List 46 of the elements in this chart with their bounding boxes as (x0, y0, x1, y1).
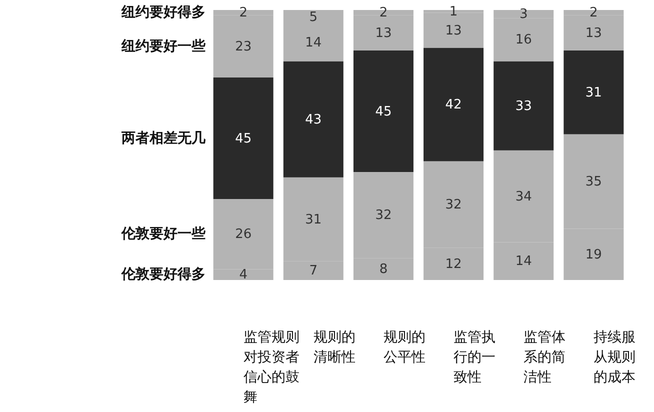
series-label: 纽约要好得多 (120, 4, 206, 21)
data-label: 45 (235, 131, 252, 146)
data-label: 43 (305, 112, 322, 128)
data-label: 2 (379, 6, 388, 21)
data-label: 14 (515, 254, 532, 270)
series-label: 伦敦要好一些 (120, 225, 206, 242)
data-label: 4 (239, 268, 248, 283)
data-label: 31 (305, 212, 322, 228)
data-label: 3 (519, 7, 528, 22)
x-tick-label: 规则的公平性 (383, 330, 426, 366)
x-tick-label: 持续服从规则的成本 (594, 330, 636, 386)
data-label: 8 (379, 262, 388, 278)
data-label: 19 (585, 247, 602, 262)
x-tick-label: 监管规则对投资者信心的鼓舞 (243, 330, 300, 406)
series-label: 伦敦要好得多 (120, 266, 206, 283)
bar (564, 50, 624, 134)
data-label: 35 (585, 174, 602, 190)
data-label: 33 (515, 98, 532, 114)
x-tick-label: 监管体系的简洁性 (524, 330, 566, 386)
data-label: 2 (590, 6, 598, 21)
data-label: 31 (585, 85, 602, 100)
x-tick-label: 监管执行的一致性 (454, 330, 496, 386)
data-label: 32 (445, 197, 462, 212)
bar (494, 61, 554, 150)
data-label: 26 (235, 227, 252, 242)
data-label: 16 (515, 32, 532, 48)
bar (424, 48, 484, 162)
bar (213, 78, 274, 199)
data-label: 34 (515, 189, 532, 204)
series-label: 纽约要好一些 (120, 38, 206, 54)
data-label: 42 (445, 98, 462, 112)
data-label: 2 (239, 6, 248, 21)
bar (353, 50, 414, 172)
data-label: 13 (585, 26, 602, 41)
data-label: 5 (309, 10, 318, 25)
data-label: 12 (445, 256, 462, 272)
data-label: 23 (235, 39, 252, 54)
data-label: 14 (305, 35, 322, 50)
bar (283, 61, 344, 178)
data-label: 7 (309, 264, 318, 279)
data-label: 13 (375, 26, 392, 41)
data-label: 32 (375, 208, 392, 224)
x-tick-label: 规则的清晰性 (313, 330, 356, 366)
data-label: 45 (375, 104, 392, 120)
series-label: 两者相差无几 (120, 130, 206, 146)
data-label: 13 (445, 23, 462, 38)
